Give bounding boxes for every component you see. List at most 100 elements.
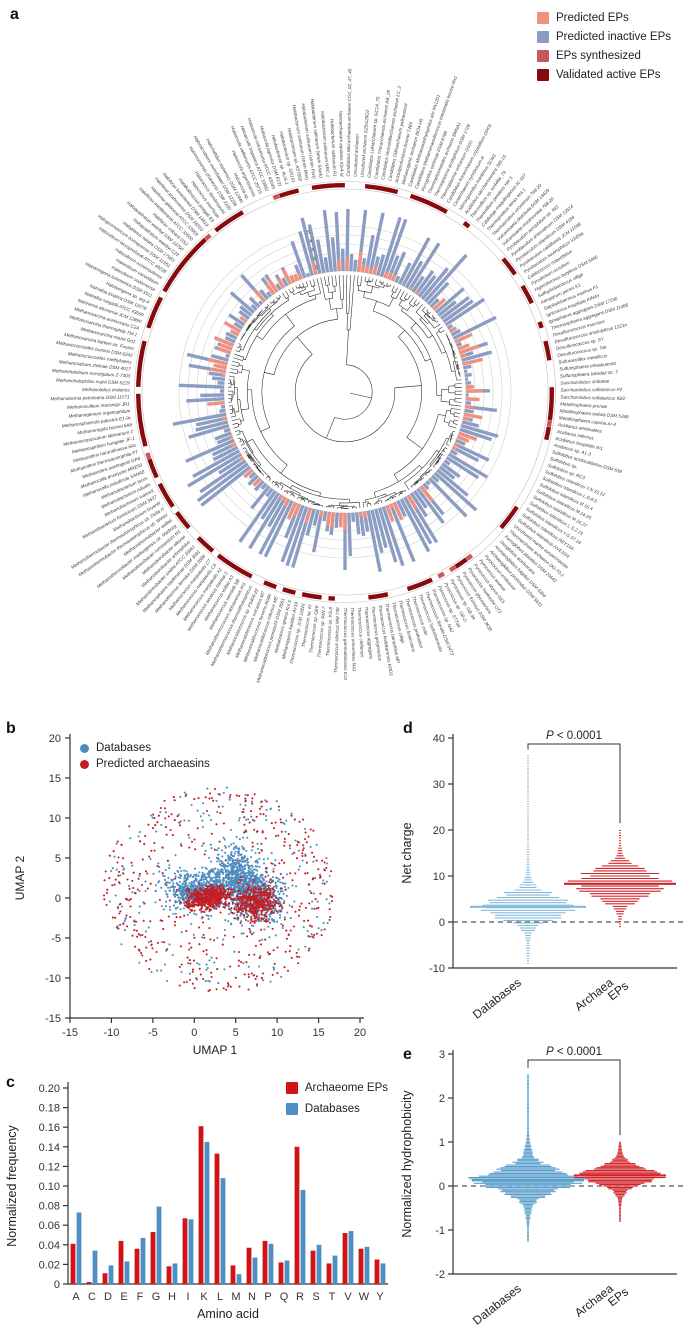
y-axis-label: Net charge — [400, 822, 414, 883]
svg-text:Uncultured archaeon: Uncultured archaeon — [353, 134, 360, 177]
svg-text:Uncultured archaeon GZfos26G2: Uncultured archaeon GZfos26G2 — [360, 109, 370, 177]
svg-text:2: 2 — [313, 256, 316, 262]
legend-label: Predicted archaeasins — [96, 758, 210, 770]
svg-text:Q: Q — [280, 1291, 289, 1303]
svg-text:0.14: 0.14 — [39, 1142, 60, 1154]
svg-text:0.08: 0.08 — [39, 1201, 60, 1213]
panel-b: b Databases Predicted archaeasins -15 -10-… — [0, 718, 400, 1066]
svg-text:L: L — [217, 1291, 223, 1303]
svg-text:0.10: 0.10 — [39, 1181, 60, 1193]
ring-scale-labels: 1 2 3 4 5 — [307, 230, 318, 271]
svg-text:5: 5 — [307, 230, 310, 236]
svg-text:Databases: Databases — [470, 1281, 524, 1327]
svg-text:Thermococcus sibiricus MM 739: Thermococcus sibiricus MM 739 — [333, 607, 340, 673]
y-axis-label: Normalized hydrophobicity — [400, 1090, 414, 1238]
svg-text:Thermococcus sp. 9oN-7: Thermococcus sp. 9oN-7 — [316, 606, 326, 658]
tick-labels: -10 0 10 20 30 40 — [429, 733, 445, 975]
svg-text:Methanohalobium evestigatum Z-: Methanohalobium evestigatum Z-7303 — [52, 368, 131, 379]
violin-archaea-eps — [564, 829, 676, 928]
svg-text:0.18: 0.18 — [39, 1103, 60, 1115]
svg-text:T: T — [329, 1291, 336, 1303]
svg-text:30: 30 — [433, 779, 445, 791]
significance-bracket — [527, 743, 621, 824]
svg-text:F: F — [137, 1291, 144, 1303]
svg-text:-10: -10 — [429, 963, 445, 975]
svg-text:Metallosphaera sedula DSM 5348: Metallosphaera sedula DSM 5348 — [559, 408, 629, 419]
svg-text:Saccharolobus solfataricus 98/: Saccharolobus solfataricus 98/2 — [560, 394, 626, 401]
svg-text:20: 20 — [354, 1027, 366, 1039]
svg-text:10: 10 — [49, 813, 61, 825]
svg-text:Nanoarchaeum equitans Kin4-M: Nanoarchaeum equitans Kin4-M — [338, 111, 344, 177]
svg-text:Halobacterium salinarum NRC-1: Halobacterium salinarum NRC-1 — [320, 111, 330, 178]
x-axis-label: UMAP 1 — [193, 1043, 238, 1057]
bars — [70, 1126, 386, 1284]
svg-text:K: K — [200, 1291, 208, 1303]
legend-item: Archaeome EPs — [285, 1082, 388, 1094]
svg-text:0: 0 — [191, 1027, 197, 1039]
panel-c-letter: c — [6, 1074, 15, 1091]
svg-text:Thermococcus sp. KS-8: Thermococcus sp. KS-8 — [325, 606, 333, 656]
tick-labels: 0 0.02 0.04 0.06 0.08 0.10 0.12 0.14 0.16 0.18 0.2… — [39, 1083, 385, 1303]
legend-item: Predicted inactive EPs — [536, 31, 671, 43]
panel-b-legend: Databases Predicted archaeasins — [80, 742, 210, 770]
svg-text:Sulfurisphaera tokodaii str. 7: Sulfurisphaera tokodaii str. 7 — [560, 369, 619, 378]
svg-text:Acidianus ambivalens: Acidianus ambivalens — [557, 422, 603, 434]
svg-text:0: 0 — [54, 1279, 60, 1291]
violin-databases — [468, 1074, 588, 1242]
svg-text:0: 0 — [55, 893, 61, 905]
legend-swatch — [80, 743, 89, 753]
svg-text:Thermococcus sp. KI: Thermococcus sp. KI — [301, 604, 313, 648]
svg-text:-15: -15 — [45, 1013, 61, 1025]
p-value: P < 0.0001 — [546, 730, 602, 742]
svg-text:W: W — [359, 1291, 370, 1303]
panel-b-letter: b — [6, 720, 16, 737]
svg-text:3: 3 — [311, 247, 314, 253]
svg-text:D: D — [104, 1291, 112, 1303]
svg-text:-5: -5 — [148, 1027, 158, 1039]
y-axis-label: Normalized frequency — [5, 1124, 19, 1246]
panel-e-letter: e — [403, 1046, 412, 1063]
svg-text:Thermococcus sp. GE8: Thermococcus sp. GE8 — [308, 605, 319, 654]
legend-item: Predicted EPs — [536, 12, 671, 24]
svg-text:1: 1 — [439, 1137, 445, 1149]
scatter-points — [102, 786, 334, 993]
svg-text:Methanolobus tindarius: Methanolobus tindarius — [82, 387, 130, 392]
svg-text:Metallosphaera prunae: Metallosphaera prunae — [560, 401, 608, 409]
legend-item: EPs synthesized — [536, 50, 671, 62]
svg-text:-5: -5 — [51, 933, 61, 945]
svg-text:-15: -15 — [62, 1027, 78, 1039]
svg-text:0.06: 0.06 — [39, 1220, 60, 1232]
svg-text:0.02: 0.02 — [39, 1259, 60, 1271]
panel-c: c Archaeome EPs Databases 0 0.02 0.04 0.06 0.… — [0, 1036, 400, 1336]
panel-a-legend: Predicted EPs Predicted inactive EPs EPs s… — [536, 12, 671, 81]
svg-text:Metallosphaera cuprina Ar-4: Metallosphaera cuprina Ar-4 — [559, 415, 617, 427]
svg-text:5: 5 — [233, 1027, 239, 1039]
phylogenetic-tree — [228, 275, 462, 509]
net-charge-strip-chart: -10 0 10 20 30 40 Net charge P < 0.0001 Database… — [400, 730, 683, 1022]
svg-text:-1: -1 — [435, 1225, 445, 1237]
svg-text:20: 20 — [49, 733, 61, 745]
svg-text:H: H — [168, 1291, 176, 1303]
svg-text:A: A — [72, 1291, 80, 1303]
svg-text:2: 2 — [439, 1093, 445, 1105]
legend-swatch — [80, 759, 89, 769]
svg-text:N: N — [248, 1291, 256, 1303]
svg-text:P: P — [264, 1291, 271, 1303]
svg-text:Thermococcus aggregans: Thermococcus aggregans — [364, 606, 374, 660]
significance-bracket — [527, 1059, 621, 1136]
svg-text:0.04: 0.04 — [39, 1240, 60, 1252]
svg-text:-2: -2 — [435, 1269, 445, 1281]
axes — [448, 734, 677, 969]
legend-item: Predicted archaeasins — [80, 758, 210, 770]
panel-d-letter: d — [403, 720, 413, 737]
svg-text:15: 15 — [49, 773, 61, 785]
svg-text:15: 15 — [312, 1027, 324, 1039]
svg-text:Sulfurisphaera ohwakuensis: Sulfurisphaera ohwakuensis — [559, 361, 617, 372]
svg-text:M: M — [231, 1291, 240, 1303]
svg-text:0.16: 0.16 — [39, 1122, 60, 1134]
svg-text:Saccharolobus shibatae: Saccharolobus shibatae — [560, 379, 610, 386]
tick-labels: -2 -1 0 1 2 3 — [435, 1049, 445, 1281]
legend-swatch — [536, 69, 549, 81]
validated-synthesized-ring — [136, 183, 554, 601]
svg-text:Saccharolobus solfataricus P2: Saccharolobus solfataricus P2 — [560, 387, 622, 392]
